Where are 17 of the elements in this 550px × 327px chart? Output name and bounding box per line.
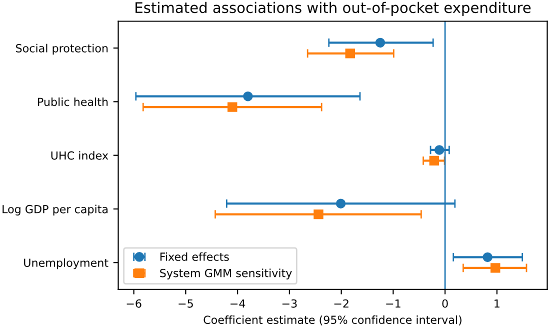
y-tick-label: Unemployment [24, 258, 108, 270]
x-tick-label: −3 [282, 299, 297, 308]
x-axis-title: Coefficient estimate (95% confidence interval) [204, 315, 462, 326]
x-tick-label: 1 [494, 299, 500, 308]
y-tick-label: Public health [38, 97, 108, 106]
x-tick-label: −4 [230, 299, 246, 308]
x-tick-label: 0 [442, 299, 448, 308]
x-tick-label: −6 [126, 299, 142, 308]
chart-title: Estimated associations with out-of-pocket expenditure [136, 2, 531, 16]
x-tick-label: −2 [334, 299, 348, 308]
y-tick-label: Social protection [16, 44, 108, 55]
y-tick-label: UHC index [51, 151, 108, 160]
x-tick-label: −1 [386, 299, 400, 308]
legend-label: Fixed effects [160, 252, 229, 261]
x-tick-label: −5 [178, 299, 193, 308]
y-tick-label: Log GDP per capita [2, 204, 108, 216]
legend-label: System GMM sensitivity [160, 268, 292, 280]
